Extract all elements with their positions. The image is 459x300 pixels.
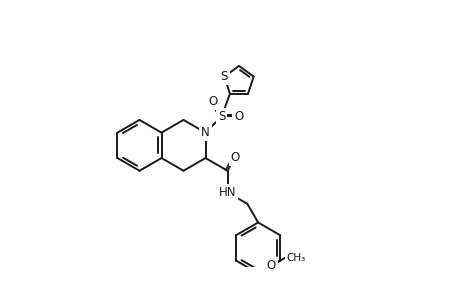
Text: S: S: [218, 110, 225, 123]
Text: CH₃: CH₃: [285, 253, 305, 263]
Text: HN: HN: [218, 186, 236, 199]
Text: S: S: [220, 70, 228, 83]
Text: O: O: [234, 110, 243, 123]
Text: O: O: [230, 151, 239, 164]
Text: O: O: [208, 95, 218, 108]
Text: N: N: [201, 126, 209, 139]
Text: O: O: [266, 259, 275, 272]
